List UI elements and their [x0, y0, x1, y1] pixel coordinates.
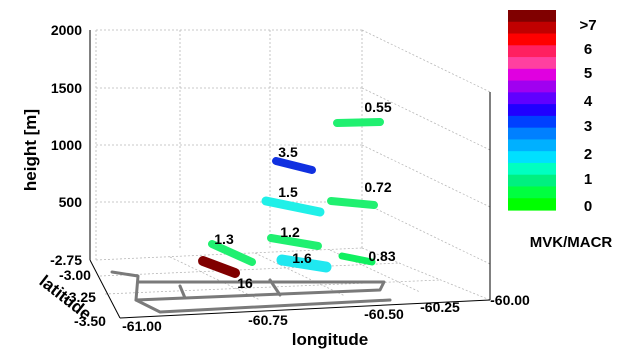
y-axis-ticks: -3.00 -3.25 -3.50	[59, 267, 106, 329]
colorbar-ticks: >7 6 5 4 3 2 1 0	[579, 17, 596, 215]
colorbar-swatch	[508, 186, 556, 199]
data-annotations: 0.55 3.5 1.5 0.72 1.3 1.2 1.6 0.83 16	[214, 99, 396, 291]
data-label: 0.83	[368, 248, 395, 264]
colorbar-tick-label: 1	[584, 171, 592, 188]
colorbar-swatch	[508, 33, 556, 46]
data-label: 1.6	[292, 250, 312, 266]
colorbar-swatch	[508, 127, 556, 141]
colorbar-tick-label: 3	[584, 118, 592, 135]
data-segment	[327, 197, 378, 209]
colorbar-swatch	[508, 151, 556, 164]
colorbar-swatch	[508, 139, 556, 152]
colorbar-tick-label: 2	[584, 146, 592, 163]
z-tick-label: 1500	[51, 80, 82, 96]
colorbar-tick-label: 5	[584, 65, 592, 82]
data-label: 3.5	[278, 144, 298, 160]
colorbar-swatch	[508, 92, 556, 105]
x-tick-label: -60.25	[420, 299, 460, 315]
axes-frame	[89, 30, 491, 319]
data-segment	[208, 240, 256, 266]
colorbar-swatch	[508, 10, 556, 23]
x-tick-label: -61.00	[122, 318, 162, 334]
data-segment	[276, 254, 332, 273]
data-segment	[261, 196, 325, 217]
data-segment	[267, 234, 322, 250]
grid-lines	[95, 29, 491, 301]
colorbar-swatch	[508, 115, 556, 129]
data-segments	[198, 118, 384, 278]
z-axis-ticks: 2000 1500 1000 500 -2.75	[50, 22, 82, 268]
x-tick-label: -60.75	[248, 312, 288, 328]
colorbar-swatch	[508, 162, 556, 176]
colorbar	[508, 10, 556, 211]
colorbar-tick-label: 0	[584, 198, 592, 215]
colorbar-tick-label: 4	[584, 93, 593, 110]
data-label: 1.3	[214, 231, 234, 247]
colorbar-swatch	[508, 80, 556, 93]
colorbar-swatch	[508, 174, 556, 188]
data-label: 0.55	[364, 99, 391, 115]
data-label: 0.72	[364, 179, 391, 195]
data-segment	[333, 118, 384, 127]
colorbar-swatch	[508, 45, 556, 58]
data-label: 1.5	[278, 184, 298, 200]
x-axis-ticks: -61.00 -60.75 -60.50 -60.25 -60.00	[122, 292, 530, 334]
z-tick-label: 2000	[51, 22, 82, 38]
x-tick-label: -60.50	[364, 306, 404, 322]
colorbar-swatch	[508, 198, 556, 211]
colorbar-swatch	[508, 68, 556, 82]
ground-track	[110, 270, 392, 314]
colorbar-title: MVK/MACR	[530, 234, 613, 251]
colorbar-swatch	[508, 21, 556, 35]
data-segment	[338, 252, 376, 266]
data-label: 16	[237, 275, 253, 291]
data-segment	[198, 256, 240, 278]
data-segment	[272, 157, 316, 174]
colorbar-tick-label: 6	[584, 41, 592, 58]
z-tick-label: 1000	[51, 137, 82, 153]
colorbar-swatch	[508, 57, 556, 70]
colorbar-swatch	[508, 104, 556, 117]
data-label: 1.2	[280, 224, 300, 240]
x-tick-label: -60.00	[490, 292, 530, 308]
y-tick-label: -3.50	[74, 313, 106, 329]
z-axis-label: height [m]	[21, 109, 40, 191]
z-tick-label: -2.75	[50, 252, 82, 268]
x-axis-label: longitude	[292, 330, 368, 349]
y-tick-label: -3.25	[64, 289, 96, 305]
y-tick-label: -3.00	[59, 267, 91, 283]
z-tick-label: 500	[59, 194, 83, 210]
colorbar-tick-label: >7	[579, 17, 596, 34]
